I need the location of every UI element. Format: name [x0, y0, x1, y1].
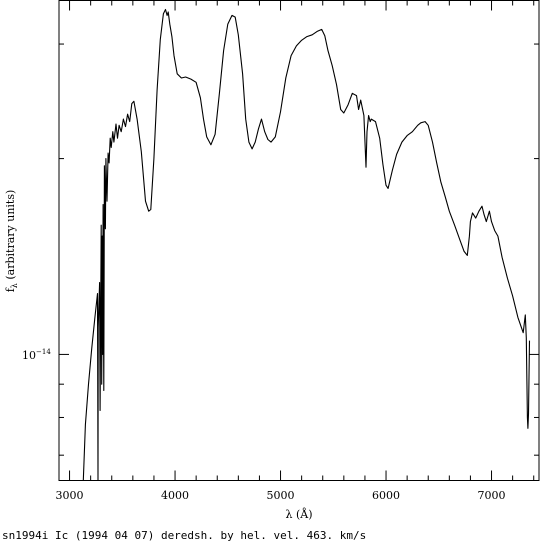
plot-frame — [58, 0, 540, 481]
y-axis-ticks — [59, 43, 539, 456]
x-axis-label: λ (Å) — [286, 507, 313, 521]
x-tick-label: 5000 — [267, 489, 295, 502]
x-tick-label: 6000 — [372, 489, 400, 502]
x-tick-label: 4000 — [161, 489, 189, 502]
y-axis-label: fλ (arbitrary units) — [4, 190, 19, 293]
x-axis-ticks: 3000 4000 5000 6000 7000 — [56, 0, 535, 502]
x-tick-label: 3000 — [56, 489, 84, 502]
series-group — [82, 8, 531, 482]
x-tick-label: 7000 — [478, 489, 506, 502]
spectrum-line — [82, 8, 531, 482]
chart-caption: sn1994i Ic (1994 04 07) deredsh. by hel.… — [2, 529, 366, 542]
y-tick-label: 10−14 — [22, 348, 51, 362]
